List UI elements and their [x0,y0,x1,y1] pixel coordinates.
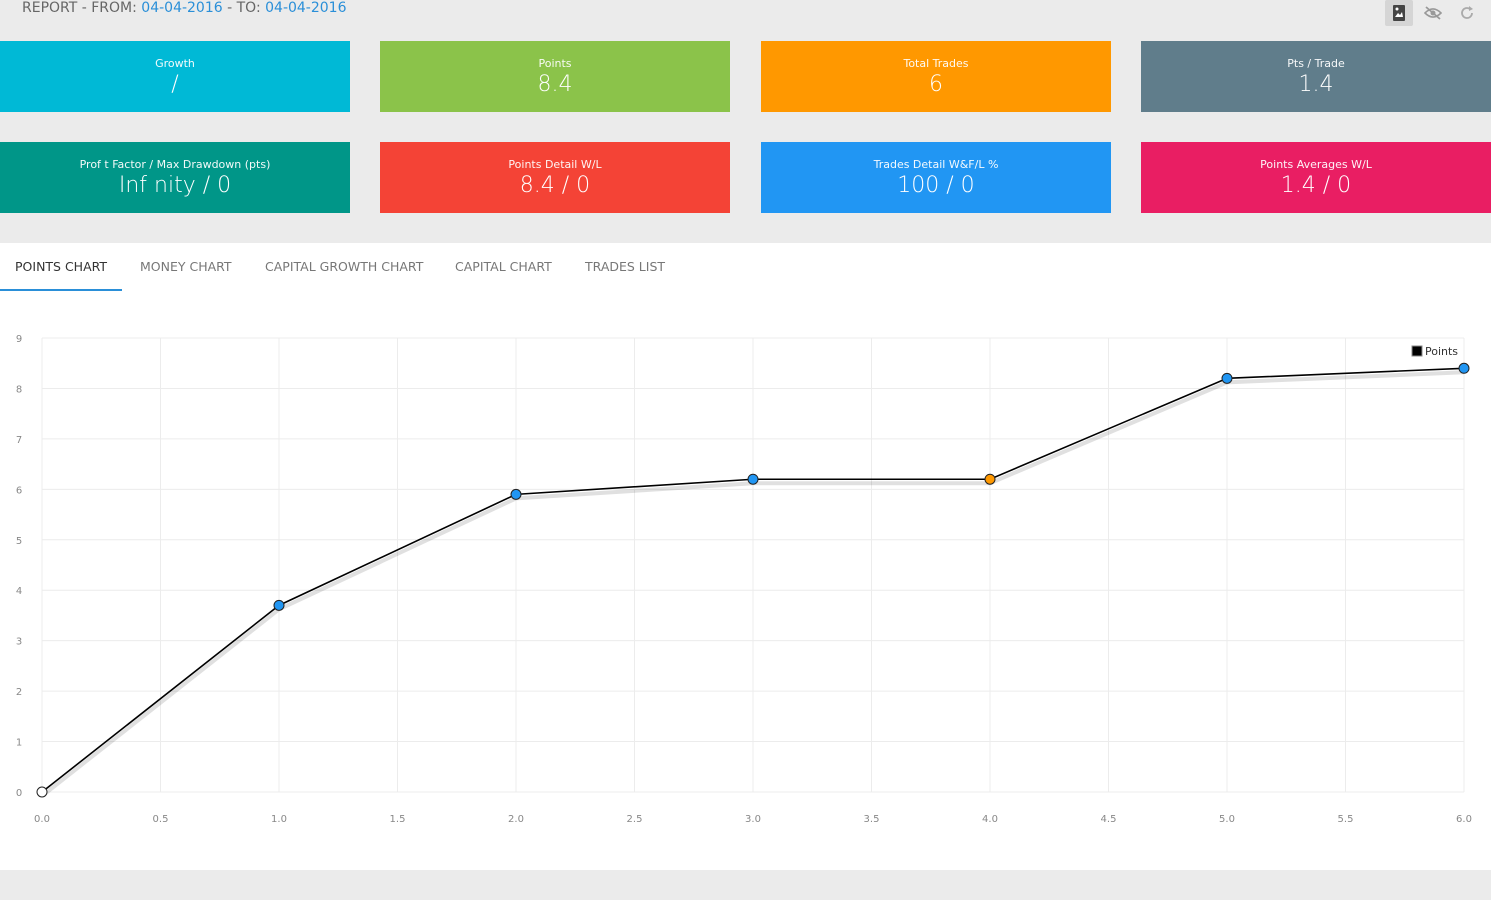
data-point [510,488,522,500]
points-averages-tile: Points Averages W/L 1.4 / 0 [1141,142,1491,213]
tile-label: Total Trades [903,57,969,70]
legend-label: Points [1425,345,1458,358]
tile-label: Points Detail W/L [508,158,602,171]
tile-value: 8.4 [537,72,573,97]
data-point [36,786,48,798]
tile-value: Inf nity / 0 [118,173,232,198]
x-tick-label: 6.0 [1456,814,1472,825]
pts-per-trade-tile: Pts / Trade 1.4 [1141,41,1491,112]
x-tick-label: 1.0 [271,814,287,825]
data-point [1221,372,1233,384]
points-chart: 0.0 0.5 1.0 1.5 2.0 2.5 3.0 3.5 4.0 4.5 5.0 5.5 6.0 0… [0,243,1491,870]
x-tick-label: 0.5 [153,814,169,825]
save-image-button[interactable] [1385,0,1413,26]
tile-value: 8.4 / 0 [519,173,591,198]
data-point [747,473,759,485]
trades-detail-tile: Trades Detail W&F/L % 100 / 0 [761,142,1111,213]
x-tick-label: 0.0 [34,814,50,825]
y-tick-label: 5 [16,536,22,547]
y-tick-label: 6 [16,485,22,496]
tile-label: Points [538,57,572,70]
tile-label: Growth [155,57,195,70]
x-tick-label: 3.0 [745,814,761,825]
points-detail-tile: Points Detail W/L 8.4 / 0 [380,142,730,213]
x-tick-label: 5.5 [1338,814,1354,825]
y-tick-label: 1 [16,738,22,749]
from-date[interactable]: 04-04-2016 [141,0,223,16]
profit-factor-tile: Prof t Factor / Max Drawdown (pts) Inf n… [0,142,350,213]
points-chart-svg: 0.0 0.5 1.0 1.5 2.0 2.5 3.0 3.5 4.0 4.5 5.0 5.5 6.0 0… [16,334,1472,825]
tile-value: 1.4 / 0 [1280,173,1352,198]
report-prefix: REPORT - FROM: [22,0,142,16]
chart-tabs: POINTS CHART MONEY CHART CAPITAL GROWTH … [0,243,1491,291]
report-header: REPORT - FROM: 04-04-2016 - TO: 04-04-20… [22,0,347,18]
tile-label: Pts / Trade [1287,57,1345,70]
x-tick-label: 2.5 [627,814,643,825]
y-tick-label: 2 [16,687,22,698]
tile-value: 6 [929,72,943,97]
data-point [273,599,285,611]
refresh-icon [1461,6,1473,19]
tab-capital-growth-chart[interactable]: CAPITAL GROWTH CHART [265,259,424,274]
x-tick-label: 4.5 [1101,814,1117,825]
y-tick-label: 9 [16,334,22,345]
data-point [1458,362,1470,374]
x-tick-label: 4.0 [982,814,998,825]
legend-swatch [1411,345,1423,357]
x-tick-label: 2.0 [508,814,524,825]
y-tick-label: 0 [16,788,22,799]
active-tab-indicator [0,289,122,291]
x-tick-label: 1.5 [390,814,406,825]
tile-value: 100 / 0 [897,173,975,198]
chart-panel: POINTS CHART MONEY CHART CAPITAL GROWTH … [0,243,1491,870]
total-trades-tile: Total Trades 6 [761,41,1111,112]
image-bookmark-icon [1393,5,1405,21]
growth-tile: Growth / [0,41,350,112]
x-tick-label: 3.5 [864,814,880,825]
tab-trades-list[interactable]: TRADES LIST [585,259,666,274]
y-tick-label: 8 [16,384,22,395]
data-point [984,473,996,485]
points-tile: Points 8.4 [380,41,730,112]
to-date[interactable]: 04-04-2016 [265,0,347,16]
tile-label: Trades Detail W&F/L % [873,158,999,171]
chart-toolbar [1385,0,1481,26]
tab-points-chart[interactable]: POINTS CHART [15,259,108,274]
report-middle: - TO: [222,0,266,16]
tile-value: / [171,72,179,97]
y-tick-label: 3 [16,637,22,648]
eye-off-icon [1424,6,1442,20]
tile-label: Prof t Factor / Max Drawdown (pts) [79,158,271,171]
y-tick-label: 7 [16,435,22,446]
tab-money-chart[interactable]: MONEY CHART [140,259,232,274]
y-tick-label: 4 [16,586,22,597]
tab-capital-chart[interactable]: CAPITAL CHART [455,259,552,274]
refresh-button[interactable] [1453,0,1481,26]
tile-value: 1.4 [1298,72,1334,97]
tile-label: Points Averages W/L [1260,158,1372,171]
x-tick-label: 5.0 [1219,814,1235,825]
hide-button[interactable] [1419,0,1447,26]
